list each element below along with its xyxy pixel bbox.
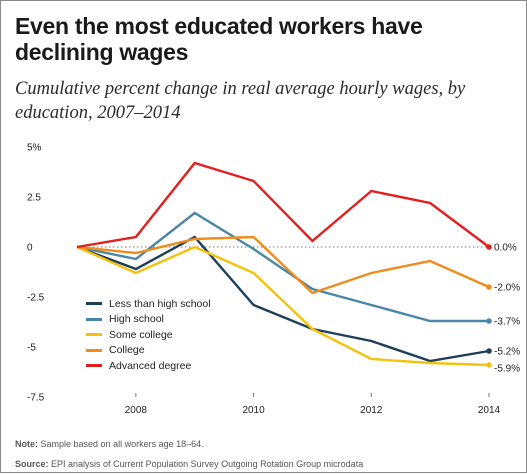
end-label-college: -2.0%: [494, 283, 520, 294]
source-line: Source: EPI analysis of Current Populati…: [15, 454, 515, 474]
note-text: Sample based on all workers age 18–64.: [41, 439, 204, 449]
legend-label: Advanced degree: [109, 360, 191, 372]
data-point-some-college: [486, 362, 492, 368]
end-label-advanced-degree: 0.0%: [494, 243, 517, 254]
legend-item-some-college: Some college: [86, 327, 211, 343]
legend-label: Less than high school: [109, 298, 211, 310]
y-tick-label: -5: [27, 343, 36, 354]
data-point-advanced-degree: [486, 244, 492, 250]
y-tick-label: -2.5: [27, 293, 45, 304]
source-label: Source:: [15, 459, 49, 469]
y-tick-label: 2.5: [27, 193, 41, 204]
data-point-high-school: [486, 318, 492, 324]
x-tick-label: 2012: [360, 405, 383, 416]
x-tick-label: 2014: [478, 405, 501, 416]
end-label-less-than-high-school: -5.2%: [494, 347, 520, 358]
legend-label: Some college: [109, 329, 173, 341]
series-line-college: [77, 237, 489, 293]
end-label-high-school: -3.7%: [494, 317, 520, 328]
legend-item-high-school: High school: [86, 312, 211, 328]
legend-swatch: [86, 333, 102, 336]
label-layer: -5.2% -3.7% -5.9% -2.0% 0.0%: [494, 243, 520, 375]
note-label: Note:: [15, 439, 38, 449]
y-tick-label: 0: [27, 243, 33, 254]
y-tick-label: 5%: [27, 143, 42, 154]
legend-item-advanced-degree: Advanced degree: [86, 358, 211, 374]
legend-swatch: [86, 318, 102, 321]
legend-item-college: College: [86, 343, 211, 359]
legend-item-less-than-high-school: Less than high school: [86, 296, 211, 312]
legend-swatch: [86, 349, 102, 352]
note-line: Note: Sample based on all workers age 18…: [15, 434, 515, 454]
data-point-college: [486, 284, 492, 290]
axis-layer: 5% 2.5 0 -2.5 -5 -7.5 2008 2010 2012 2014: [27, 143, 501, 417]
chart-notes: Note: Sample based on all workers age 18…: [15, 434, 515, 474]
x-tick-label: 2008: [125, 405, 148, 416]
x-tick-label: 2010: [242, 405, 265, 416]
chart-legend: Less than high school High school Some col…: [86, 296, 211, 374]
data-point-less-than-high-school: [486, 348, 492, 354]
y-tick-label: -7.5: [27, 393, 45, 404]
legend-swatch: [86, 364, 102, 367]
series-line-advanced-degree: [77, 163, 489, 247]
legend-label: College: [109, 344, 145, 356]
legend-label: High school: [109, 313, 164, 325]
source-text: EPI analysis of Current Population Surve…: [51, 459, 363, 469]
legend-swatch: [86, 302, 102, 305]
end-label-some-college: -5.9%: [494, 364, 520, 375]
